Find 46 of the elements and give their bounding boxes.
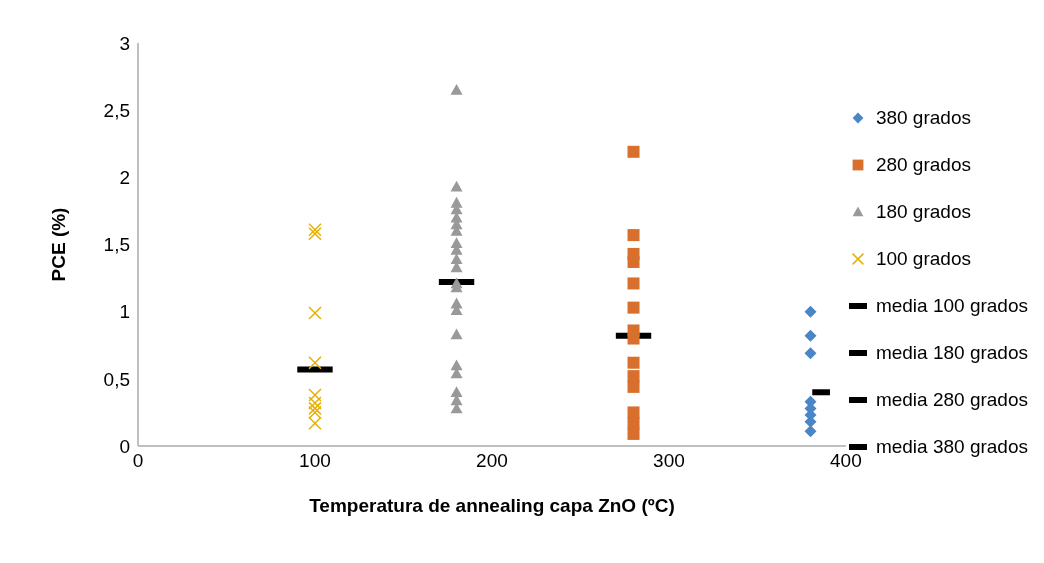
point xyxy=(450,84,463,95)
y-tick-label: 0 xyxy=(119,435,130,457)
legend-label: media 280 grados xyxy=(875,388,1028,411)
legend-label: 280 grados xyxy=(875,153,971,176)
legend-label: media 100 grados xyxy=(875,294,1028,317)
point xyxy=(627,370,640,383)
y-tick-label: 2,5 xyxy=(103,99,130,121)
point xyxy=(450,359,463,371)
legend-label: 180 grados xyxy=(875,200,971,223)
point xyxy=(804,329,817,342)
point xyxy=(627,332,640,345)
point xyxy=(627,255,640,268)
legend-label: media 380 grados xyxy=(875,435,1028,458)
point xyxy=(804,347,817,360)
x-tick-label: 400 xyxy=(830,450,862,472)
x-tick-label: 100 xyxy=(299,450,331,472)
y-tick-label: 1 xyxy=(119,301,130,323)
point xyxy=(308,222,322,237)
point xyxy=(627,356,640,369)
point xyxy=(450,180,463,192)
y-axis-title: PCE (%) xyxy=(47,207,69,282)
legend-label: media 180 grados xyxy=(875,341,1028,364)
y-tick-label: 0,5 xyxy=(103,368,130,390)
x-axis-title: Temperatura de annealing capa ZnO (ºC) xyxy=(309,495,675,516)
point xyxy=(450,386,463,398)
point xyxy=(627,406,640,419)
legend-label: 380 grados xyxy=(875,106,971,129)
point xyxy=(804,425,817,438)
point xyxy=(627,145,640,158)
point xyxy=(308,306,322,320)
point xyxy=(627,277,640,290)
x-tick-label: 300 xyxy=(653,450,685,472)
y-tick-label: 1,5 xyxy=(103,234,130,256)
point xyxy=(627,427,640,440)
point xyxy=(308,227,322,241)
x-tick-label: 200 xyxy=(476,450,508,472)
point xyxy=(450,253,463,265)
point xyxy=(804,305,817,318)
point xyxy=(308,355,322,370)
point xyxy=(627,301,640,314)
point xyxy=(627,380,640,393)
point xyxy=(627,229,640,242)
y-tick-label: 2 xyxy=(119,167,130,189)
legend-label: 100 grados xyxy=(875,247,971,270)
point xyxy=(450,328,463,340)
y-tick-label: 3 xyxy=(119,32,130,54)
